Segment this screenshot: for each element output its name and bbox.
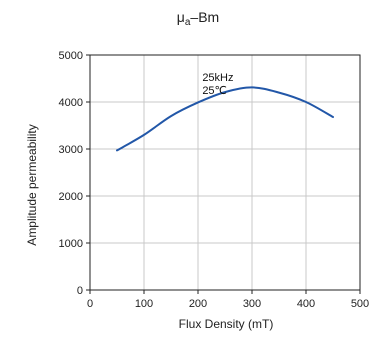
plot-border (89, 54, 361, 291)
annotation-frequency: 25kHz (202, 72, 233, 84)
y-tick-label-0: 0 (77, 285, 83, 297)
x-tick-label-0: 0 (87, 298, 93, 310)
y-axis-ticks: 0 1000 2000 3000 4000 5000 (59, 50, 90, 297)
chart-title: μa–Bm (177, 9, 219, 28)
plot-frame (89, 54, 361, 291)
annotation-temperature: 25℃ (202, 85, 227, 97)
y-tick-label-3: 3000 (59, 144, 83, 156)
x-tick-label-3: 300 (243, 298, 261, 310)
title-subscript: a (185, 17, 191, 28)
y-tick-label-2: 2000 (59, 191, 83, 203)
x-axis-label: Flux Density (mT) (179, 317, 274, 331)
x-tick-label-1: 100 (135, 298, 153, 310)
y-tick-label-1: 1000 (59, 238, 83, 250)
series-layer (116, 86, 334, 152)
x-tick-label-5: 500 (351, 298, 369, 310)
x-axis-ticks: 0 100 200 300 400 500 (87, 290, 369, 310)
y-tick-label-5: 5000 (59, 50, 83, 62)
title-main: μ (177, 9, 185, 25)
y-axis-label: Amplitude permeability (25, 124, 39, 245)
x-tick-label-4: 400 (297, 298, 315, 310)
title-rest: –Bm (190, 9, 219, 25)
series-line-0 (116, 86, 334, 152)
x-tick-label-2: 200 (189, 298, 207, 310)
y-tick-label-4: 4000 (59, 97, 83, 109)
grid (90, 55, 360, 290)
